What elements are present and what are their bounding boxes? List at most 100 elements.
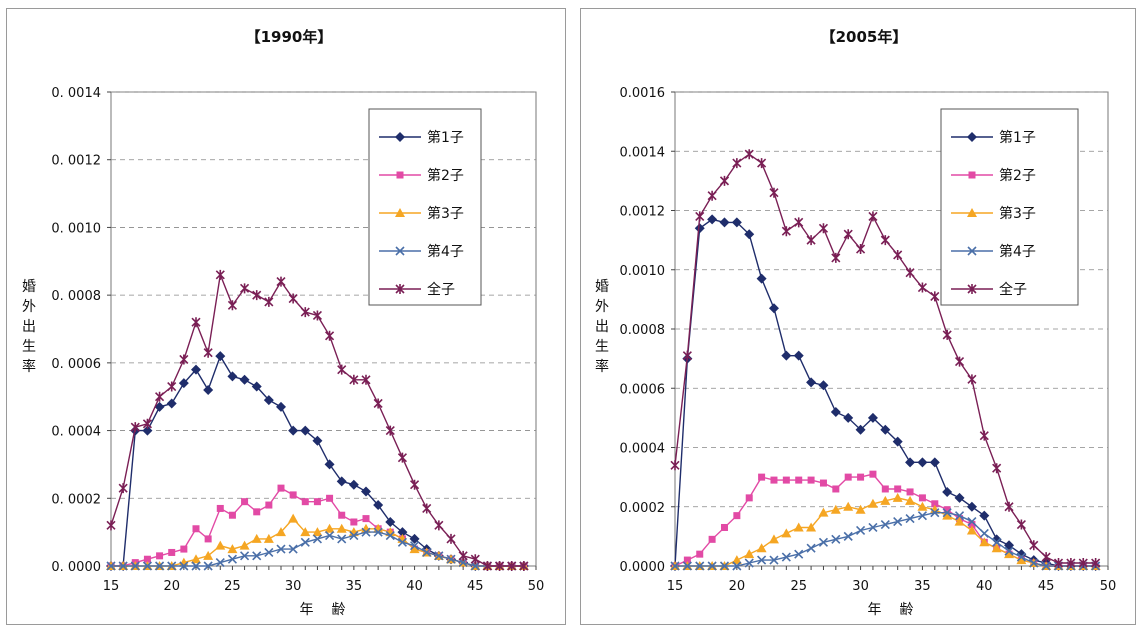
data-point	[917, 501, 928, 511]
legend-item: 第1子	[379, 129, 464, 146]
data-point	[781, 350, 792, 361]
y-axis-title-char: 外	[22, 299, 36, 315]
data-point	[795, 476, 803, 484]
legend-label: 全子	[999, 281, 1027, 298]
data-point	[397, 527, 408, 538]
data-point	[905, 267, 915, 278]
legend-marker	[395, 246, 405, 256]
data-point	[434, 551, 444, 561]
data-point	[1016, 552, 1026, 562]
data-point	[806, 235, 816, 246]
data-point	[942, 486, 953, 497]
data-point	[277, 484, 285, 492]
data-point	[410, 479, 420, 490]
data-point	[179, 561, 189, 571]
data-point	[167, 561, 177, 571]
data-point	[781, 226, 791, 237]
data-point	[312, 534, 322, 544]
y-tick-label: 0. 0002	[51, 492, 101, 507]
data-point	[892, 436, 903, 447]
data-point	[719, 217, 730, 228]
data-point	[744, 549, 755, 559]
y-tick-label: 0.0012	[620, 205, 666, 220]
legend-label: 第3子	[427, 205, 464, 222]
legend-label: 第4子	[999, 243, 1036, 260]
x-tick-label: 20	[729, 579, 746, 594]
data-point	[253, 508, 261, 516]
y-axis-title-char: 出	[22, 319, 36, 335]
data-point	[744, 558, 754, 568]
data-point	[782, 476, 790, 484]
data-point	[793, 350, 804, 361]
data-point	[362, 515, 370, 523]
series-5	[670, 149, 1101, 569]
data-point	[794, 549, 804, 559]
y-tick-label: 0.0014	[620, 145, 666, 160]
data-point	[178, 378, 189, 389]
y-tick-label: 0. 0008	[51, 289, 101, 304]
data-point	[992, 537, 1002, 547]
legend-marker	[967, 246, 977, 256]
data-point	[179, 354, 189, 365]
data-point	[756, 543, 767, 553]
data-point	[338, 511, 346, 519]
data-point	[361, 374, 371, 385]
data-point	[263, 395, 274, 406]
data-point	[979, 537, 990, 547]
data-point	[155, 561, 165, 571]
data-point	[768, 534, 779, 544]
data-point	[880, 424, 891, 435]
legend-marker	[967, 208, 977, 217]
data-point	[143, 555, 151, 563]
data-point	[843, 501, 854, 511]
legend-item: 第2子	[379, 167, 464, 184]
legend-label: 第4子	[427, 243, 464, 260]
data-point	[337, 534, 347, 544]
data-point	[154, 401, 165, 412]
data-point	[967, 374, 977, 385]
data-point	[1053, 558, 1064, 569]
data-point	[106, 520, 116, 531]
data-point	[409, 533, 420, 544]
data-point	[482, 561, 492, 571]
data-point	[869, 470, 877, 478]
data-point	[203, 550, 214, 560]
data-point	[215, 540, 226, 550]
data-point	[1029, 540, 1039, 551]
data-point	[350, 518, 358, 526]
data-point	[731, 555, 742, 565]
data-point	[495, 561, 505, 571]
data-point	[227, 544, 238, 554]
data-point	[991, 543, 1002, 553]
legend-box	[940, 108, 1079, 306]
y-tick-label: 0.0006	[620, 382, 666, 397]
chart-2005-svg: 【2005年】 0.0000 0.0002 0.0004 0.0006 0.0008 0.0…	[595, 28, 1116, 618]
data-point	[880, 495, 891, 505]
data-point	[337, 364, 347, 375]
data-point	[264, 296, 274, 307]
data-point	[118, 483, 128, 494]
data-point	[265, 501, 273, 509]
data-point	[470, 561, 480, 571]
data-point	[719, 175, 730, 186]
data-point	[288, 544, 298, 554]
x-tick-label: 15	[103, 579, 120, 594]
data-point	[252, 290, 262, 301]
data-point	[979, 528, 989, 538]
data-point	[942, 508, 952, 518]
data-point	[385, 425, 395, 436]
data-point	[682, 350, 692, 361]
data-point	[361, 486, 371, 497]
y-tick-label: 0.0002	[620, 501, 666, 516]
y-tick-label: 0.0010	[620, 264, 666, 279]
data-point	[446, 554, 456, 564]
data-point	[1016, 519, 1026, 530]
data-point	[240, 283, 250, 294]
data-point	[324, 459, 335, 470]
data-point	[446, 533, 456, 544]
data-point	[943, 506, 951, 514]
data-point	[770, 476, 778, 484]
data-point	[954, 511, 965, 521]
data-point	[361, 527, 371, 537]
data-point	[373, 527, 383, 537]
